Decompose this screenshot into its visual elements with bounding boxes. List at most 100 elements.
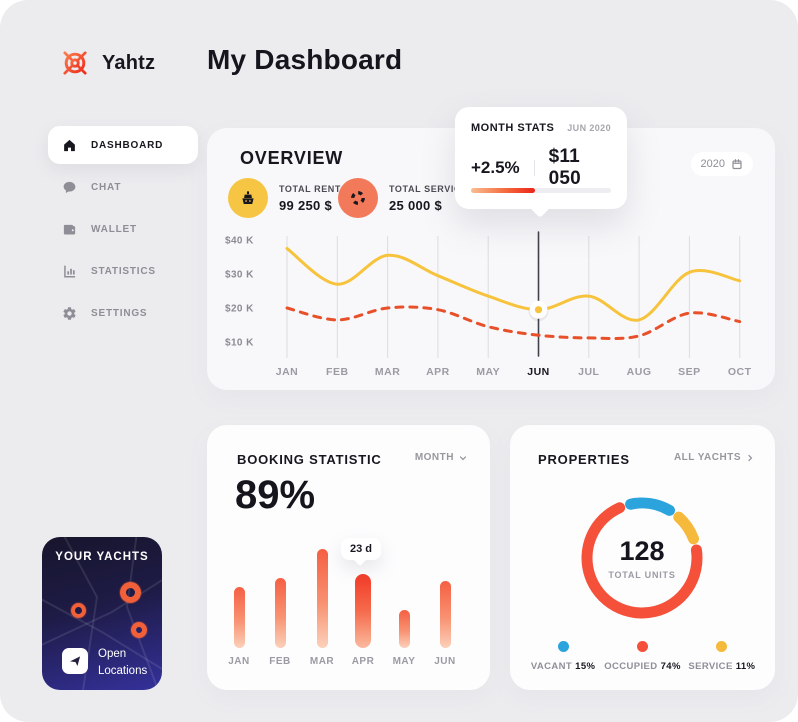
- brand-name: Yahtz: [102, 51, 156, 74]
- legend-item-service: SERVICE 11%: [683, 641, 761, 672]
- wallet-icon: [63, 224, 76, 234]
- bar-apr[interactable]: [355, 574, 371, 648]
- tooltip-divider: [533, 160, 535, 176]
- page-title: My Dashboard: [207, 44, 403, 75]
- yacht-pin-1[interactable]: [120, 582, 141, 603]
- y-axis-tick: $20 K: [225, 304, 254, 315]
- bar-label-jan: JAN: [228, 656, 250, 667]
- overview-line-chart[interactable]: $40 K $30 K $20 K $10 K JAN FEB MAR APR MAY JUN JU…: [223, 228, 763, 383]
- open-locations-label: Open Locations: [98, 648, 148, 677]
- overview-title: OVERVIEW: [240, 148, 344, 168]
- bar-label-apr: APR: [351, 656, 375, 667]
- month-stats-tooltip: MONTH STATS JUN 2020 +2.5% $11 050: [455, 107, 627, 209]
- bar-may[interactable]: [398, 609, 410, 648]
- booking-title: BOOKING STATISTIC: [237, 452, 382, 467]
- vacant-dot: [557, 641, 569, 652]
- donut-segment-occupied[interactable]: [581, 502, 703, 619]
- bar-jun[interactable]: [439, 580, 451, 648]
- booking-headline: 89%: [235, 473, 316, 517]
- x-axis-label-jan: JAN: [276, 366, 299, 378]
- chevron-right-icon: [748, 454, 753, 461]
- x-axis-label-oct: OCT: [728, 366, 752, 378]
- range-selector[interactable]: MONTH: [415, 452, 468, 463]
- booking-statistic-card: BOOKING STATISTIC MONTH 89% JAN FEB MAR APR…: [207, 425, 490, 690]
- total-rent-label: TOTAL RENT: [279, 183, 341, 194]
- yacht-icon: [228, 178, 268, 218]
- yacht-pin-3[interactable]: [131, 622, 147, 638]
- year-selector[interactable]: 2020: [690, 152, 753, 176]
- x-axis-label-mar: MAR: [375, 366, 400, 378]
- range-selector-value: MONTH: [414, 452, 454, 463]
- tooltip-title: MONTH STATS: [471, 122, 555, 134]
- properties-card: PROPERTIES ALL YACHTS 128 TOTAL UNITS VA…: [510, 425, 775, 690]
- donut-segment-service[interactable]: [673, 511, 700, 545]
- bar-label-may: MAY: [392, 656, 416, 667]
- chat-icon: [63, 181, 76, 193]
- all-yachts-label: ALL YACHTS: [673, 452, 741, 463]
- statistics-icon: [64, 265, 76, 277]
- x-axis-label-feb: FEB: [326, 366, 349, 378]
- legend-label-occupied: OCCUPIED 74%: [604, 661, 681, 672]
- x-axis-label-apr: APR: [426, 366, 450, 378]
- sidebar-item-label: WALLET: [91, 223, 137, 235]
- bar-feb[interactable]: [274, 577, 286, 648]
- legend-label-vacant: VACANT 15%: [530, 661, 596, 672]
- properties-donut-chart[interactable]: [572, 488, 712, 628]
- tooltip-change: +2.5%: [471, 158, 520, 177]
- calendar-icon: [732, 159, 742, 170]
- bar-jan[interactable]: [233, 587, 245, 648]
- month-progress-track: [471, 188, 611, 193]
- bar-label-jun: JUN: [434, 656, 456, 667]
- sidebar-item-label: DASHBOARD: [91, 139, 164, 151]
- total-rent-value: 99 250 $: [279, 197, 333, 213]
- x-axis-label-aug: AUG: [627, 366, 652, 378]
- bar-highlight-badge: 23 d: [341, 538, 382, 561]
- year-selector-value: 2020: [700, 158, 725, 170]
- bar-label-mar: MAR: [309, 656, 335, 667]
- service-dot: [716, 641, 728, 652]
- sidebar-item-wallet[interactable]: WALLET: [48, 210, 198, 248]
- sidebar-item-settings[interactable]: SETTINGS: [48, 294, 198, 332]
- legend-label-service: SERVICE 11%: [688, 661, 756, 672]
- sidebar-item-label: SETTINGS: [91, 307, 148, 319]
- total-rent-stat: TOTAL RENT 99 250 $: [228, 178, 341, 218]
- donut-segment-vacant[interactable]: [625, 497, 675, 516]
- open-locations-button[interactable]: [62, 648, 88, 674]
- sidebar-item-chat[interactable]: CHAT: [48, 168, 198, 206]
- y-axis-tick: $10 K: [225, 338, 254, 349]
- tooltip-period: JUN 2020: [567, 123, 611, 133]
- selected-point-dot: [534, 306, 543, 314]
- y-axis-tick: $40 K: [225, 236, 254, 247]
- booking-bar-chart[interactable]: JAN FEB MAR APR MAY JUN 23 d: [207, 425, 490, 690]
- lifebuoy-icon: [338, 178, 378, 218]
- yacht-pin-2[interactable]: [71, 603, 86, 618]
- navigation-arrow-icon: [70, 656, 81, 666]
- total-service-label: TOTAL SERVICE: [389, 183, 468, 194]
- sidebar-nav: DASHBOARD CHAT WALLET STATISTICS SETTINGS: [48, 126, 198, 336]
- series-total-rent: [285, 247, 742, 322]
- total-service-stat: TOTAL SERVICE 25 000 $: [338, 178, 468, 218]
- x-axis-label-jul: JUL: [578, 366, 599, 378]
- bar-label-feb: FEB: [269, 656, 291, 667]
- chevron-down-icon: [459, 455, 467, 460]
- x-axis-label-jun: JUN: [527, 366, 550, 378]
- total-service-value: 25 000 $: [389, 197, 443, 213]
- your-yachts-title: YOUR YACHTS: [55, 551, 149, 563]
- donut-legend: VACANT 15% OCCUPIED 74% SERVICE 11%: [524, 641, 761, 672]
- properties-title: PROPERTIES: [538, 452, 630, 467]
- sidebar-item-label: CHAT: [91, 181, 122, 193]
- home-icon: [64, 139, 75, 151]
- x-axis-label-may: MAY: [476, 366, 500, 378]
- ship-wheel-logo-icon: [59, 47, 91, 79]
- tooltip-amount: $11 050: [548, 146, 581, 189]
- x-axis-label-sep: SEP: [678, 366, 701, 378]
- legend-item-vacant: VACANT 15%: [524, 641, 602, 672]
- sidebar-item-dashboard[interactable]: DASHBOARD: [48, 126, 198, 164]
- bar-mar[interactable]: [316, 548, 328, 648]
- month-progress-fill: [471, 188, 536, 193]
- sidebar-item-statistics[interactable]: STATISTICS: [48, 252, 198, 290]
- all-yachts-link[interactable]: ALL YACHTS: [674, 452, 755, 463]
- sidebar-item-label: STATISTICS: [91, 265, 156, 277]
- your-yachts-card: YOUR YACHTS Open Locations: [42, 537, 162, 690]
